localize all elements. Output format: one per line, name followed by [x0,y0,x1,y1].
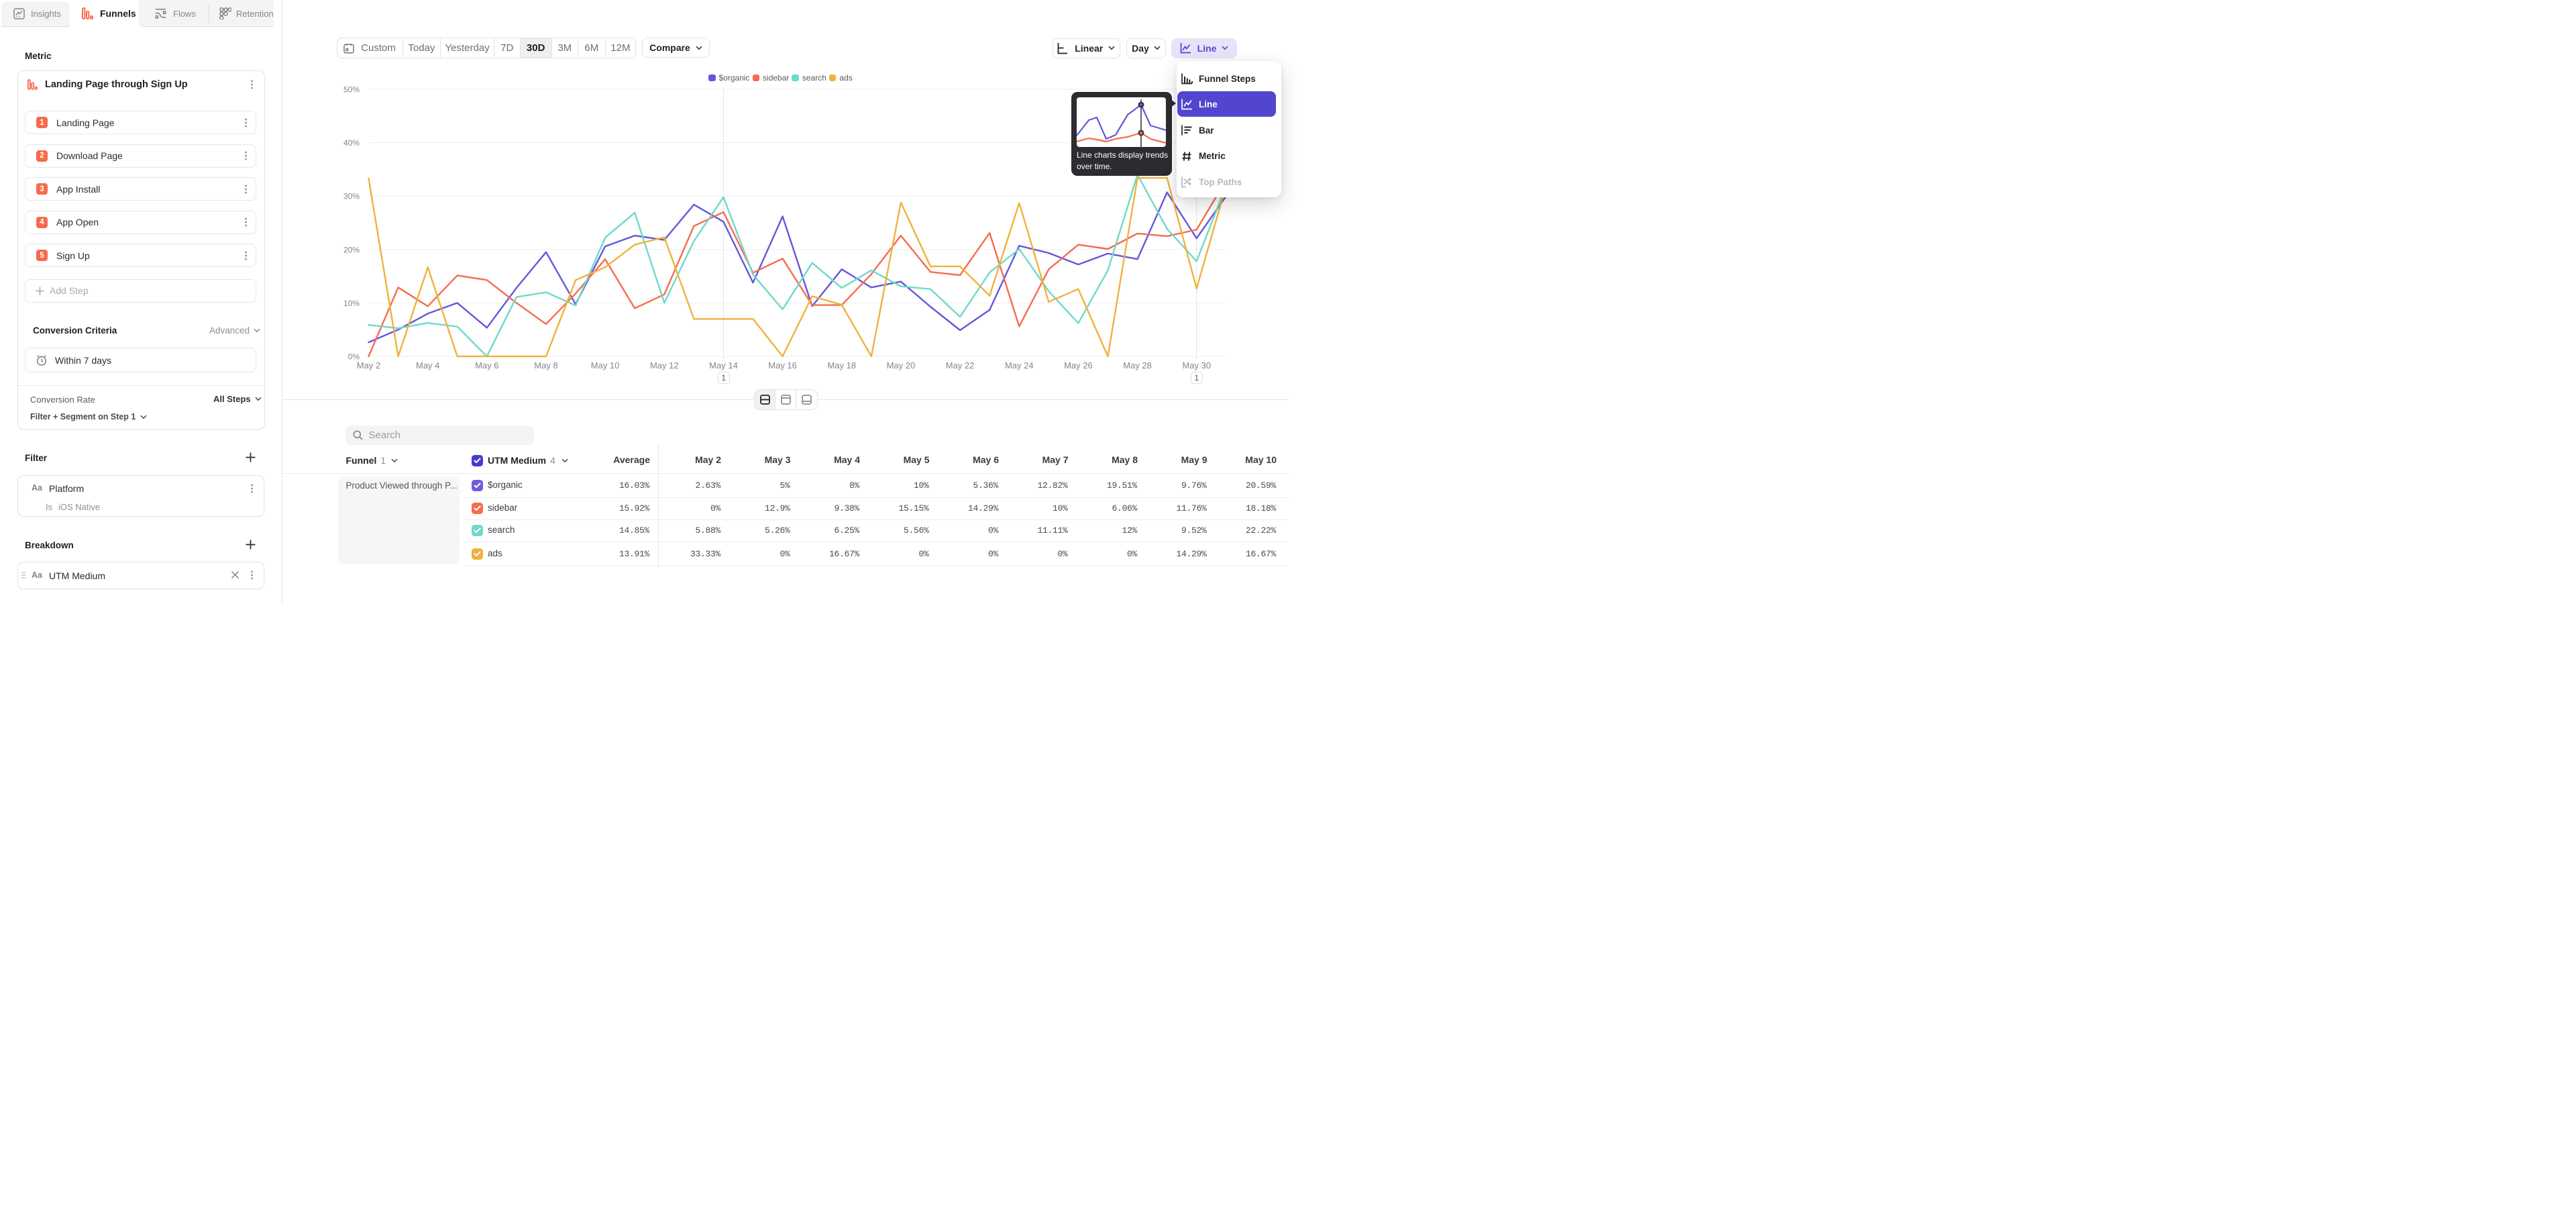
svg-text:May 14: May 14 [709,360,738,370]
svg-text:40%: 40% [343,138,360,148]
svg-text:May 20: May 20 [887,360,916,370]
svg-text:May 10: May 10 [591,360,620,370]
svg-text:0%: 0% [348,352,360,362]
svg-text:50%: 50% [343,85,360,95]
svg-text:May 8: May 8 [534,360,557,370]
svg-text:May 16: May 16 [768,360,797,370]
svg-text:10%: 10% [343,299,360,308]
svg-text:20%: 20% [343,245,360,254]
svg-text:30%: 30% [343,192,360,201]
svg-text:May 2: May 2 [357,360,380,370]
svg-text:May 22: May 22 [946,360,975,370]
svg-text:May 28: May 28 [1123,360,1152,370]
svg-text:May 4: May 4 [416,360,439,370]
svg-text:May 30: May 30 [1182,360,1211,370]
svg-text:May 18: May 18 [827,360,856,370]
svg-text:May 26: May 26 [1064,360,1093,370]
svg-text:May 6: May 6 [475,360,498,370]
svg-text:May 12: May 12 [650,360,679,370]
svg-text:May 24: May 24 [1005,360,1034,370]
